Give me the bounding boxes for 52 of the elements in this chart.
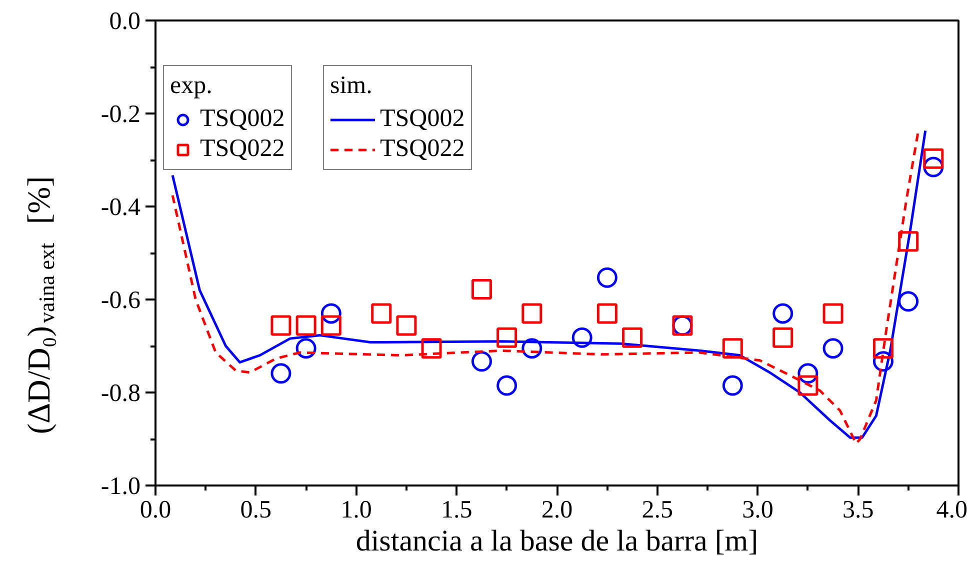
- x-axis-title: distancia a la base de la barra [m]: [356, 524, 758, 558]
- x-tick-label: 0.0: [140, 496, 172, 524]
- point: [572, 327, 592, 348]
- x-tick-label: 3.0: [742, 496, 774, 524]
- point: [296, 338, 316, 359]
- point: [622, 327, 643, 348]
- point: [872, 338, 894, 359]
- annotation: exp.: [170, 72, 214, 100]
- x-tick-label: 1.0: [340, 496, 372, 524]
- point: [471, 351, 492, 372]
- annotation: sim.: [330, 72, 374, 100]
- point: [596, 267, 618, 288]
- point: [722, 375, 743, 396]
- legend-label: TSQ022: [200, 135, 285, 163]
- x-tick-label: 3.5: [842, 496, 874, 524]
- legend-label: TSQ022: [380, 135, 465, 163]
- x-tick-label: 1.5: [441, 496, 472, 524]
- y-tick-label: -0.4: [100, 194, 141, 221]
- point: [296, 315, 316, 336]
- point: [798, 375, 818, 396]
- point: [772, 327, 794, 348]
- point: [822, 303, 844, 324]
- point: [270, 363, 292, 384]
- point: [522, 303, 542, 324]
- x-tick-label: 2.0: [541, 496, 573, 524]
- y-tick-label: -0.6: [100, 287, 141, 314]
- legend-label: TSQ002: [200, 105, 285, 133]
- legend-label: TSQ002: [380, 105, 465, 133]
- point: [596, 303, 618, 324]
- point: [772, 303, 794, 324]
- point: [270, 315, 292, 336]
- point: [522, 338, 542, 359]
- point: [320, 315, 342, 336]
- y-tick-label: -0.8: [100, 380, 141, 407]
- y-tick-label: 0.0: [109, 8, 140, 35]
- point: [371, 303, 392, 324]
- x-tick-label: 2.5: [642, 496, 673, 524]
- point: [471, 279, 492, 300]
- point: [822, 338, 844, 359]
- y-tick-label: -0.2: [100, 101, 141, 128]
- point: [898, 231, 919, 252]
- x-tick-label: 4.0: [936, 496, 967, 524]
- y-tick-label: -1.0: [100, 473, 141, 500]
- point: [722, 338, 743, 359]
- point: [396, 315, 417, 336]
- point: [421, 338, 442, 359]
- point: [496, 327, 518, 348]
- point: [923, 148, 944, 169]
- point: [496, 375, 518, 396]
- y-axis-title: (ΔD/D₀)vaina ext [%]: [20, 176, 59, 434]
- point: [898, 291, 919, 312]
- x-tick-label: 0.5: [240, 496, 272, 524]
